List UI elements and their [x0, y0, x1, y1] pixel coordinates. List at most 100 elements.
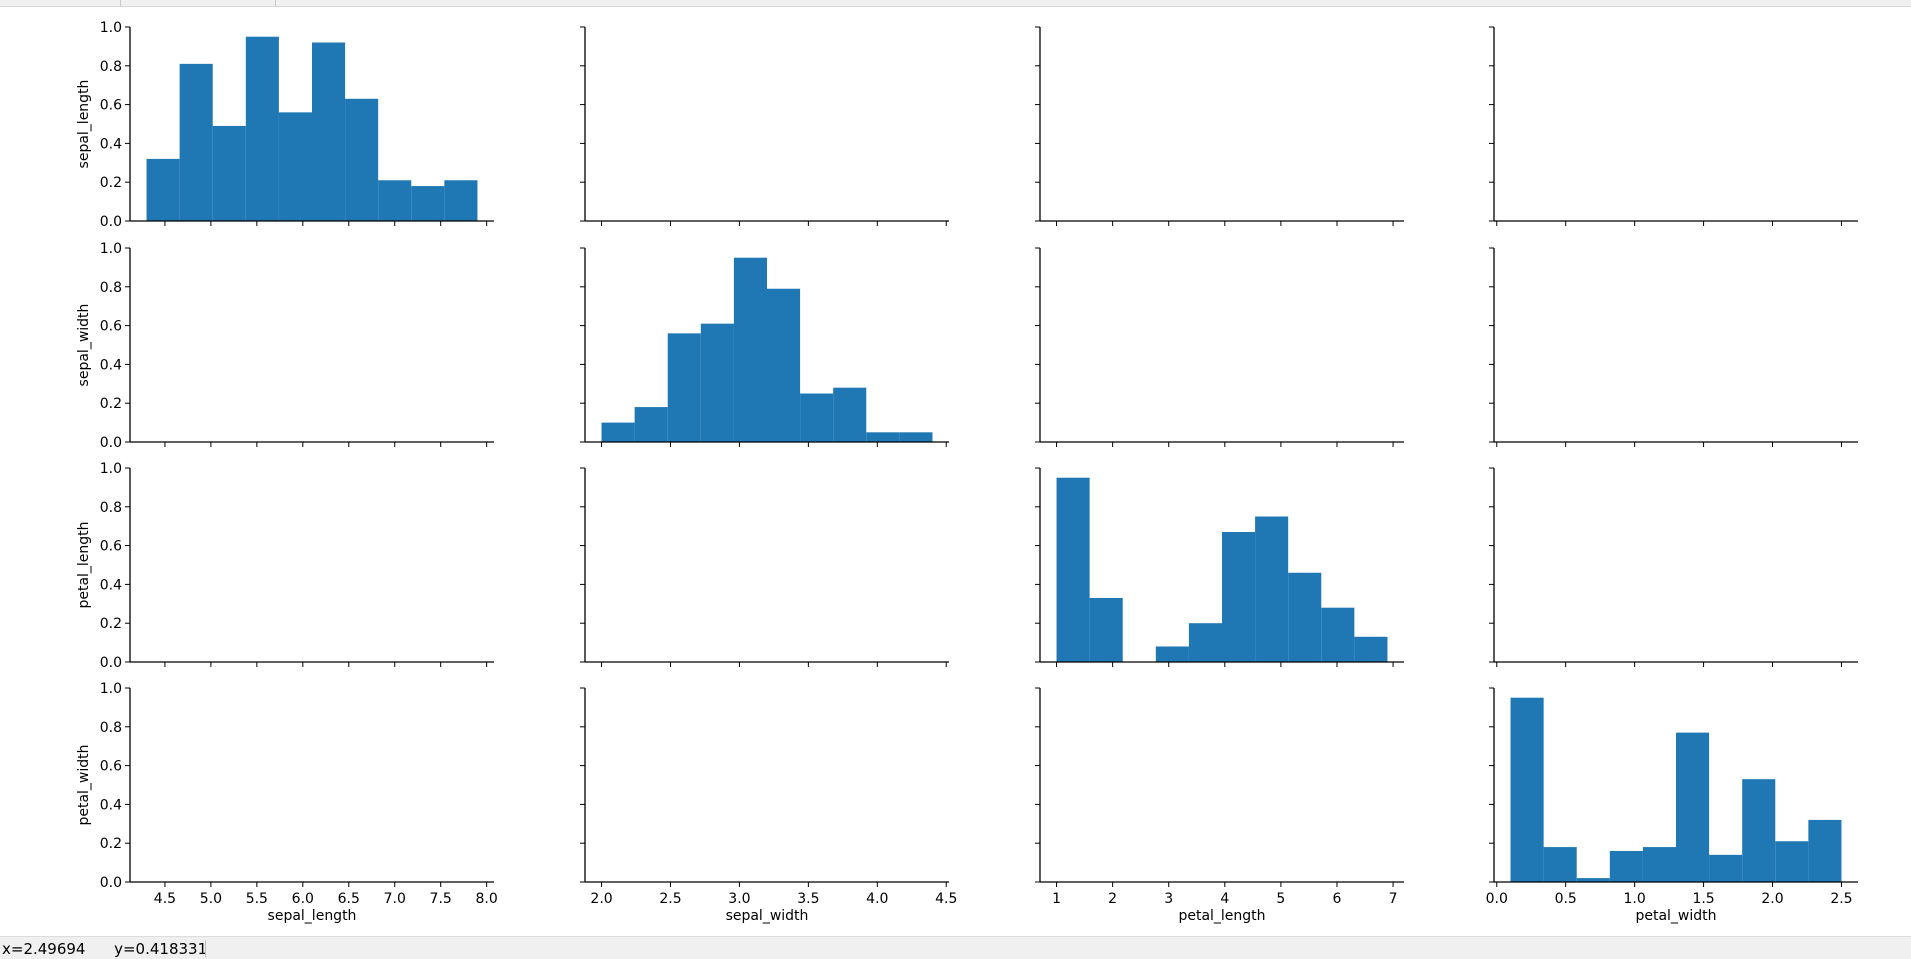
y-tick-label: 0.6 [100, 319, 122, 335]
toolbar-segment [120, 0, 276, 6]
histogram-bar-petal_length-4 [1188, 623, 1222, 662]
y-axis-label-petal_width: petal_width [76, 744, 92, 825]
y-tick-label: 0.0 [100, 214, 122, 230]
histogram-bar-sepal_width-8 [866, 432, 900, 442]
pairplot-figure[interactable]: 0.0 0.2 0.4 0.6 0.8 1.0 sepal_length 0.0 0.2 0.4 0… [0, 6, 1911, 936]
y-axis-label-petal_length: petal_length [76, 521, 92, 608]
histogram-bar-sepal_length-7 [378, 180, 412, 221]
x-tick-label: 4.5 [935, 891, 957, 907]
y-tick-label: 0.0 [100, 655, 122, 671]
x-tick-label: 8.0 [476, 891, 498, 907]
y-tick-label: 0.6 [100, 539, 122, 555]
pairplot-canvas[interactable]: 0.0 0.2 0.4 0.6 0.8 1.0 sepal_length 0.0 0.2 0.4 0… [0, 6, 1911, 936]
y-tick-label: 0.8 [100, 720, 122, 736]
histogram-bar-petal_width-4 [1642, 847, 1676, 882]
histogram-bar-sepal_width-9 [899, 432, 933, 442]
x-tick-label: 1.0 [1624, 891, 1646, 907]
x-tick-label: 2.0 [1761, 891, 1783, 907]
y-tick-label: 1.0 [100, 241, 122, 257]
histogram-bar-petal_length-6 [1255, 516, 1289, 662]
x-tick-label: 5.0 [200, 891, 222, 907]
histogram-bar-sepal_length-5 [312, 42, 346, 221]
histogram-bar-petal_width-1 [1543, 847, 1577, 882]
histogram-bar-sepal_width-6 [800, 393, 834, 442]
histogram-bar-petal_width-9 [1808, 819, 1842, 882]
y-tick-label: 1.0 [100, 20, 122, 36]
y-tick-label: 0.2 [100, 836, 122, 852]
y-tick-label: 0.2 [100, 396, 122, 412]
y-tick-label: 0.2 [100, 175, 122, 191]
histogram-bar-petal_width-2 [1576, 878, 1610, 882]
x-tick-label: 2.0 [590, 891, 612, 907]
histogram-bar-sepal_width-4 [733, 257, 767, 442]
x-tick-label: 5 [1276, 891, 1285, 907]
x-tick-label: 1 [1052, 891, 1061, 907]
x-axis-label-petal_width: petal_width [1635, 908, 1716, 924]
y-axis-label-sepal_length: sepal_length [76, 80, 92, 169]
histogram-bar-sepal_width-3 [700, 323, 734, 442]
x-tick-label: 4.5 [154, 891, 176, 907]
x-axis-label-petal_length: petal_length [1178, 908, 1265, 924]
histogram-bar-sepal_length-2 [212, 125, 246, 221]
histogram-bar-sepal_length-9 [444, 180, 478, 221]
x-tick-label: 4.0 [866, 891, 888, 907]
histogram-bar-sepal_width-2 [667, 333, 701, 442]
window-top-strip [0, 0, 1911, 7]
x-tick-label: 3.0 [728, 891, 750, 907]
x-tick-label: 2.5 [1830, 891, 1852, 907]
x-tick-label: 1.5 [1692, 891, 1714, 907]
histogram-bar-petal_length-8 [1321, 607, 1355, 662]
status-separator [205, 940, 206, 957]
y-tick-label: 0.8 [100, 500, 122, 516]
toolbar-segment [0, 0, 121, 6]
y-tick-label: 0.6 [100, 98, 122, 114]
histogram-bar-sepal_length-1 [179, 63, 213, 221]
x-tick-label: 0.0 [1486, 891, 1508, 907]
y-coordinate-readout: y=0.418331 [114, 940, 208, 958]
y-tick-label: 0.4 [100, 136, 122, 152]
x-tick-label: 6.0 [292, 891, 314, 907]
histogram-bar-petal_width-8 [1775, 841, 1809, 882]
y-tick-label: 0.6 [100, 759, 122, 775]
histogram-bar-petal_width-0 [1510, 697, 1544, 882]
x-tick-label: 4 [1220, 891, 1229, 907]
y-tick-label: 0.8 [100, 280, 122, 296]
x-tick-label: 6 [1333, 891, 1342, 907]
status-bar: x=2.49694 y=0.418331 [0, 936, 1911, 959]
y-tick-label: 0.0 [100, 435, 122, 451]
histogram-bar-petal_width-6 [1709, 854, 1743, 882]
y-tick-label: 1.0 [100, 681, 122, 697]
histogram-bar-petal_width-5 [1676, 732, 1710, 882]
histogram-bar-sepal_length-0 [146, 158, 180, 221]
histogram-bar-petal_length-7 [1288, 572, 1322, 662]
y-tick-label: 1.0 [100, 461, 122, 477]
x-tick-label: 3.5 [797, 891, 819, 907]
y-tick-label: 0.4 [100, 797, 122, 813]
histogram-bar-sepal_length-4 [278, 112, 312, 221]
y-tick-label: 0.2 [100, 616, 122, 632]
y-tick-label: 0.8 [100, 59, 122, 75]
histogram-bar-petal_width-7 [1742, 779, 1776, 882]
histogram-bar-sepal_width-5 [767, 288, 801, 442]
x-tick-label: 7.0 [384, 891, 406, 907]
histogram-bar-petal_length-3 [1155, 646, 1189, 662]
histogram-bar-petal_length-5 [1222, 532, 1256, 662]
histogram-bar-petal_length-9 [1354, 636, 1388, 662]
x-tick-label: 6.5 [338, 891, 360, 907]
histogram-bar-sepal_length-8 [411, 186, 445, 221]
histogram-bar-petal_length-1 [1089, 597, 1123, 662]
x-tick-label: 7 [1389, 891, 1398, 907]
histogram-bar-sepal_width-7 [833, 387, 867, 442]
histogram-bar-petal_width-3 [1609, 850, 1643, 882]
cursor-coordinates: x=2.49694 y=0.418331 [2, 940, 207, 958]
x-coordinate-readout: x=2.49694 [2, 940, 86, 958]
x-tick-label: 7.5 [430, 891, 452, 907]
histogram-bar-sepal_width-0 [601, 422, 635, 442]
histogram-bar-sepal_width-1 [634, 407, 668, 442]
y-axis-label-sepal_width: sepal_width [76, 304, 92, 387]
x-tick-label: 0.5 [1555, 891, 1577, 907]
histogram-bar-sepal_length-3 [245, 36, 279, 222]
x-tick-label: 5.5 [246, 891, 268, 907]
histogram-bar-petal_length-0 [1056, 477, 1090, 662]
x-axis-label-sepal_width: sepal_width [726, 908, 809, 924]
